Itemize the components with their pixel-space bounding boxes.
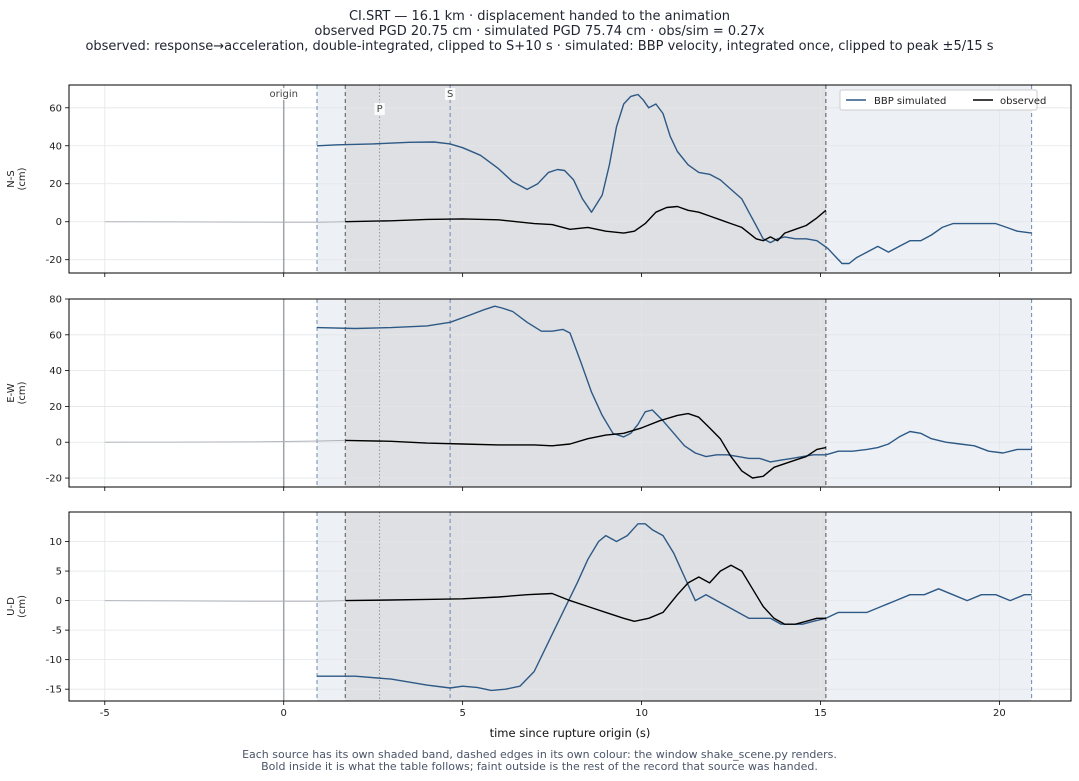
y-tick-label: 10 xyxy=(49,537,62,548)
x-tick-label: 20 xyxy=(993,708,1006,719)
x-axis-label: time since rupture origin (s) xyxy=(490,726,651,740)
observed-faint-trace xyxy=(104,600,346,602)
y-axis-label: (cm) xyxy=(17,381,28,404)
chart-title-line-1: CI.SRT — 16.1 km · displacement handed t… xyxy=(348,9,731,24)
observed-faint-trace xyxy=(104,221,346,223)
observed-window-band xyxy=(345,512,826,701)
y-tick-label: 40 xyxy=(49,141,62,152)
simulated-series-line xyxy=(317,523,1032,692)
y-tick-label: -20 xyxy=(46,255,62,266)
observed-series-line xyxy=(345,205,827,242)
y-axis-label: N-S xyxy=(6,170,17,187)
observed-window-band xyxy=(345,85,826,273)
observed-series-line xyxy=(345,412,827,479)
x-tick-label: 5 xyxy=(459,708,465,719)
chart-footer-line-1: Each source has its own shaded band, das… xyxy=(242,748,837,761)
axes-frame xyxy=(68,511,1072,702)
marker-label-bg xyxy=(262,88,305,100)
y-tick-label: -10 xyxy=(46,655,62,666)
y-axis-label: (cm) xyxy=(17,167,28,190)
y-axis-label: (cm) xyxy=(17,595,28,618)
panel-2: -20 0 20 40 60 80 E-W (cm) xyxy=(6,295,1072,491)
observed-series-line xyxy=(345,564,826,625)
x-tick-label: 10 xyxy=(635,708,648,719)
marker-label-origin: origin xyxy=(269,89,297,100)
x-tick-label: 15 xyxy=(814,708,827,719)
y-tick-label: 40 xyxy=(49,366,62,377)
y-tick-label: -15 xyxy=(46,685,62,696)
y-tick-label: -20 xyxy=(46,474,62,485)
panel-1: -20 0 20 40 60 N-S (cm) origin P S BBP simulated ob… xyxy=(6,84,1072,277)
y-tick-label: 20 xyxy=(49,179,62,190)
x-tick-label: 0 xyxy=(281,708,287,719)
y-tick-label: 60 xyxy=(49,330,62,341)
simulated-series-line xyxy=(316,305,1032,463)
legend-simulated-label: BBP simulated xyxy=(874,96,946,107)
marker-label-P: P xyxy=(377,104,383,115)
y-tick-label: 80 xyxy=(49,295,62,306)
marker-label-bg xyxy=(374,103,385,115)
chart-footer-line-2: Bold inside it is what the table follows… xyxy=(261,760,818,773)
simulated-series-line xyxy=(316,93,1032,265)
y-tick-label: 5 xyxy=(56,567,62,578)
y-tick-label: 0 xyxy=(56,596,62,607)
observed-faint-trace xyxy=(104,439,346,443)
y-tick-label: 0 xyxy=(56,217,62,228)
legend-observed-label: observed xyxy=(1000,96,1046,107)
y-tick-label: 0 xyxy=(56,438,62,449)
y-axis-label: U-D xyxy=(6,597,17,616)
chart-title-line-3: observed: response→acceleration, double-… xyxy=(85,39,994,54)
chart-title-line-2: observed PGD 20.75 cm · simulated PGD 75… xyxy=(314,24,765,39)
marker-label-bg xyxy=(444,88,456,100)
marker-label-S: S xyxy=(447,89,453,100)
y-tick-label: 20 xyxy=(49,402,62,413)
panel-3: -15 -10 -5 0 5 10 -5 0 5 10 15 20 U-D (cm) xyxy=(6,511,1072,719)
y-tick-label: -5 xyxy=(52,626,62,637)
legend-box xyxy=(839,89,1038,111)
y-tick-label: 60 xyxy=(49,103,62,114)
axes-frame xyxy=(68,298,1072,488)
x-tick-label: -5 xyxy=(100,708,110,719)
axes-frame xyxy=(68,84,1072,274)
observed-window-band xyxy=(345,299,826,487)
y-axis-label: E-W xyxy=(6,383,17,403)
